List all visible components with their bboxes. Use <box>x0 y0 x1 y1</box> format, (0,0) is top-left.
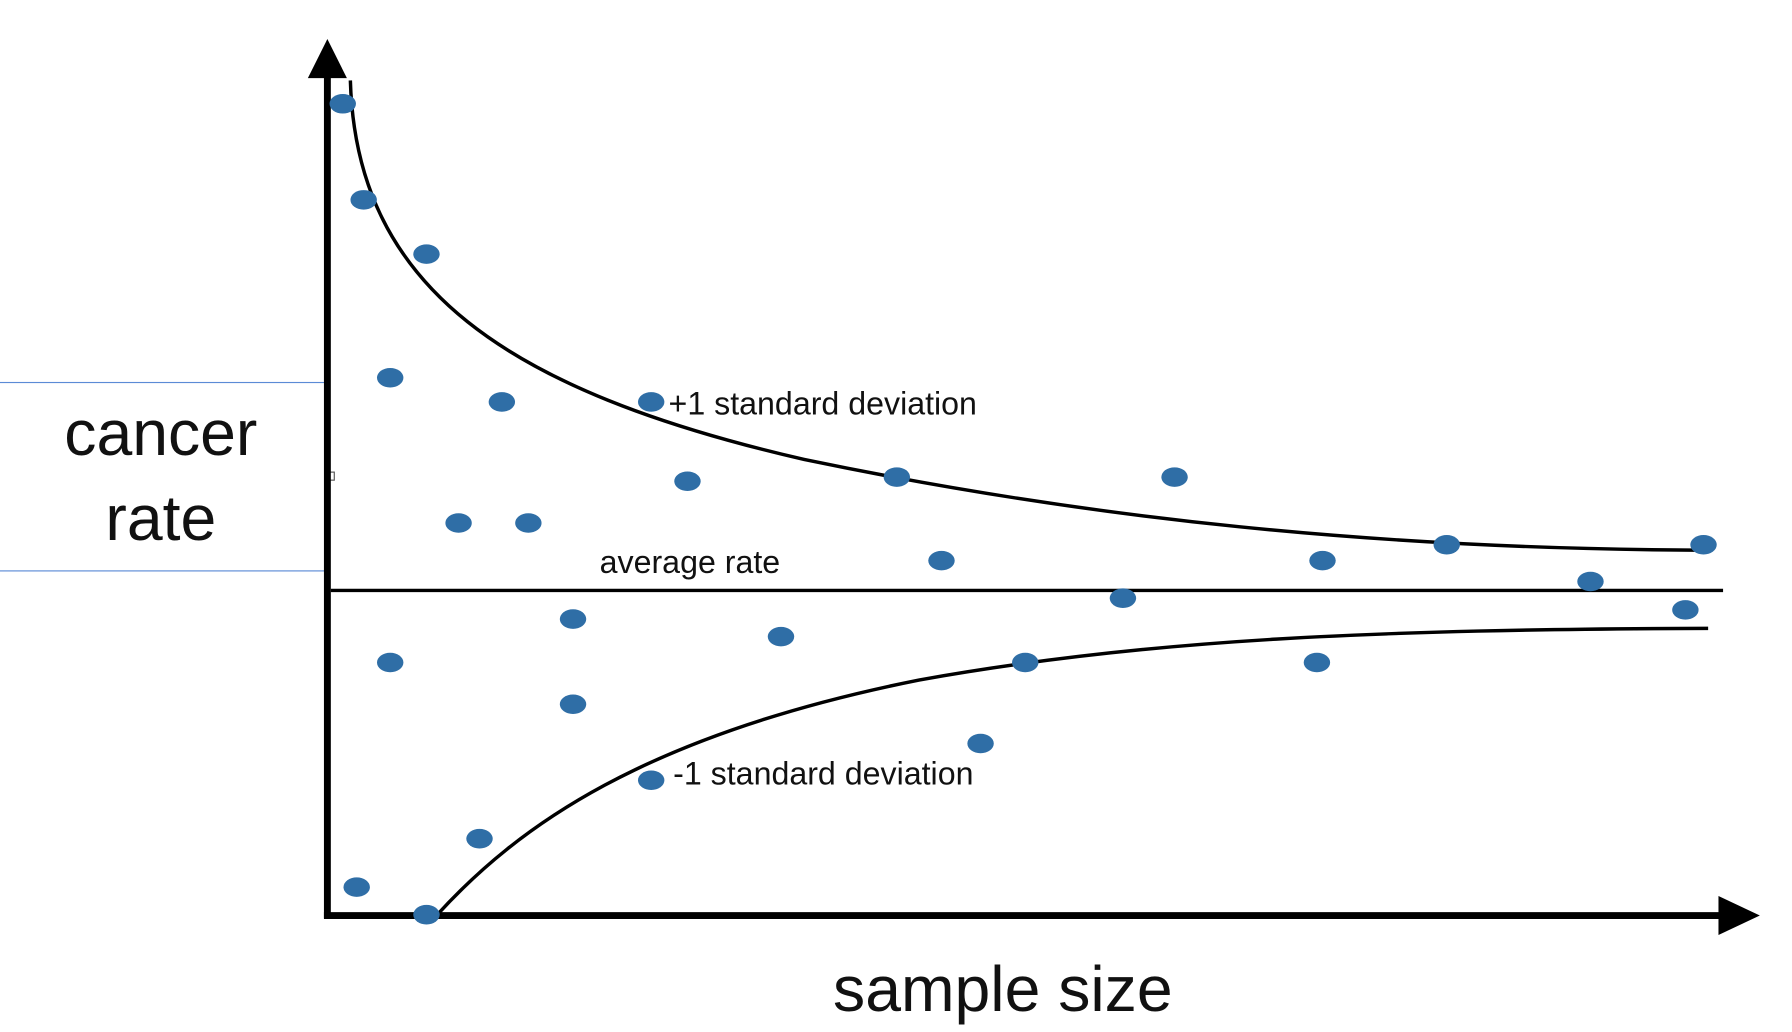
data-point <box>445 513 472 533</box>
annotation: +1 standard deviation <box>669 386 977 422</box>
data-point <box>1161 467 1188 487</box>
data-point <box>928 550 955 571</box>
data-point <box>1012 652 1039 673</box>
data-point <box>559 694 587 715</box>
annotation: average rate <box>600 544 781 580</box>
data-point <box>1309 550 1336 571</box>
data-point <box>1690 534 1717 555</box>
data-point <box>674 471 701 492</box>
data-point <box>413 244 440 264</box>
y-axis-arrow <box>307 39 347 79</box>
data-point <box>376 367 404 388</box>
data-point <box>967 733 994 754</box>
data-point <box>376 652 404 673</box>
data-point <box>1577 571 1604 592</box>
data-point <box>559 609 587 629</box>
x-axis-arrow <box>1718 895 1760 936</box>
data-point <box>1672 600 1699 620</box>
y-axis-label-box: cancer rate <box>64 396 258 554</box>
data-point <box>350 190 377 210</box>
upper-sd-curve <box>348 80 1706 552</box>
data-point <box>883 467 911 487</box>
lower-sd-curve <box>435 626 1709 917</box>
data-point <box>1433 534 1460 555</box>
x-axis-label: sample size <box>833 953 1173 1025</box>
data-point <box>1109 588 1137 608</box>
annotation: -1 standard deviation <box>673 756 973 792</box>
data-point <box>515 513 542 533</box>
data-point <box>637 392 665 412</box>
data-point <box>637 770 665 790</box>
points <box>329 94 1717 925</box>
data-point <box>466 828 493 849</box>
data-point <box>767 626 795 647</box>
data-point <box>413 904 440 925</box>
data-point <box>343 877 370 897</box>
data-point <box>329 94 356 114</box>
y-axis-label: cancer rate <box>64 396 258 554</box>
data-point <box>1303 652 1331 673</box>
data-point <box>488 392 516 412</box>
